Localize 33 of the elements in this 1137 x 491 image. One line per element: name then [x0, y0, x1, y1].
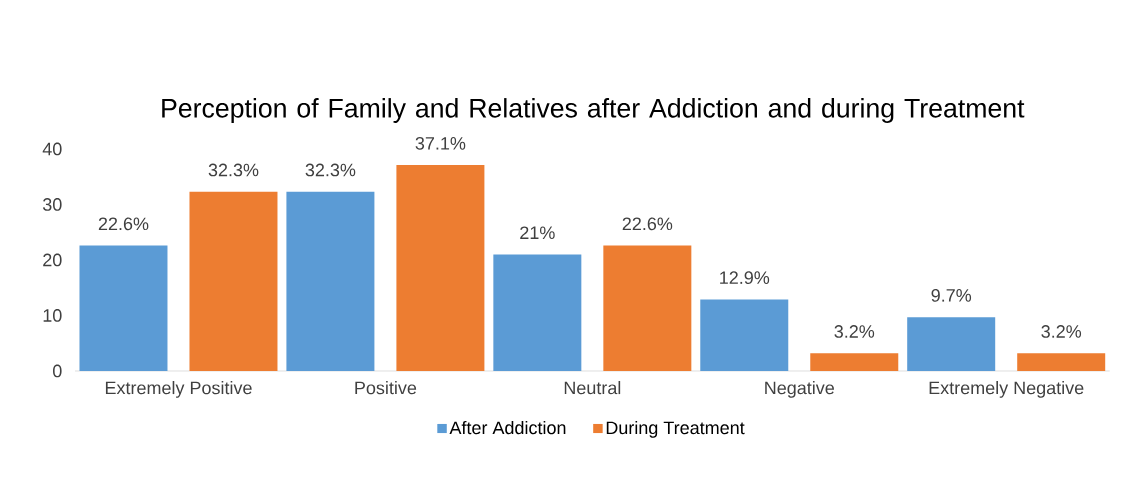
bar — [810, 353, 899, 371]
data-label: 9.7% — [931, 289, 972, 302]
bar — [493, 254, 582, 371]
bar — [603, 245, 692, 371]
bar — [286, 191, 375, 371]
data-label: 37.1% — [415, 136, 466, 150]
y-tick-label: 0 — [53, 364, 62, 378]
data-label: 3.2% — [1041, 325, 1082, 338]
data-label: 12.9% — [720, 271, 770, 285]
chart-title: Perception of Family and Relatives after Addiction and during Treatment — [162, 98, 1025, 123]
x-tick-label: Extremely Negative — [929, 381, 1084, 398]
bar — [1017, 353, 1106, 371]
bar — [700, 299, 789, 371]
data-label: 22.6% — [622, 217, 673, 231]
x-tick-label: Negative — [765, 381, 834, 398]
y-tick-label: 20 — [43, 253, 62, 267]
bar — [189, 191, 278, 371]
y-tick-label: 10 — [43, 309, 62, 322]
bar — [907, 317, 996, 371]
bar — [79, 245, 168, 371]
data-label: 22.6% — [98, 217, 149, 231]
x-tick-label: Neutral — [564, 381, 621, 395]
bar — [396, 165, 485, 371]
x-tick-label: Positive — [355, 381, 417, 395]
data-label: 32.3% — [208, 163, 259, 177]
legend-label: After Addiction — [449, 420, 566, 435]
y-tick-label: 30 — [42, 198, 62, 211]
x-tick-label: Extremely Positive — [105, 381, 252, 398]
data-label: 21% — [520, 226, 555, 240]
y-tick-label: 40 — [42, 142, 62, 156]
data-label: 3.2% — [834, 325, 875, 338]
data-label: 32.3% — [305, 163, 356, 177]
legend-label: During Treatment — [606, 420, 745, 438]
